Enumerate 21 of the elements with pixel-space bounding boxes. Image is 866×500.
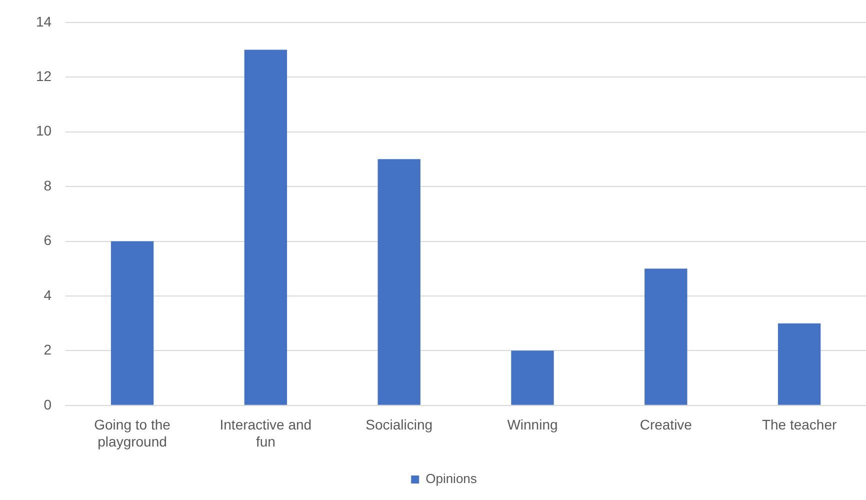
bar: [511, 350, 554, 405]
legend-label: Opinions: [426, 471, 478, 486]
bar: [378, 159, 420, 405]
bar: [110, 241, 154, 405]
x-tick-label: Interactive and fun: [220, 416, 312, 450]
bar: [244, 50, 288, 405]
y-tick-label: 12: [36, 68, 52, 84]
y-tick-label: 10: [36, 122, 52, 139]
x-tick-label: Going to the playground: [94, 416, 171, 450]
y-tick-label: 0: [44, 396, 52, 412]
y-tick-label: 14: [36, 13, 52, 30]
y-tick-label: 4: [44, 286, 52, 303]
y-tick-label: 6: [44, 232, 52, 248]
y-tick-label: 2: [44, 342, 52, 358]
x-tick-label: Creative: [640, 416, 692, 433]
bar: [778, 323, 821, 405]
x-tick-label: The teacher: [762, 416, 837, 433]
x-tick-label: Socialicing: [366, 416, 433, 433]
y-tick-label: 8: [44, 177, 52, 194]
x-tick-label: Winning: [507, 416, 558, 433]
bar: [644, 268, 688, 405]
